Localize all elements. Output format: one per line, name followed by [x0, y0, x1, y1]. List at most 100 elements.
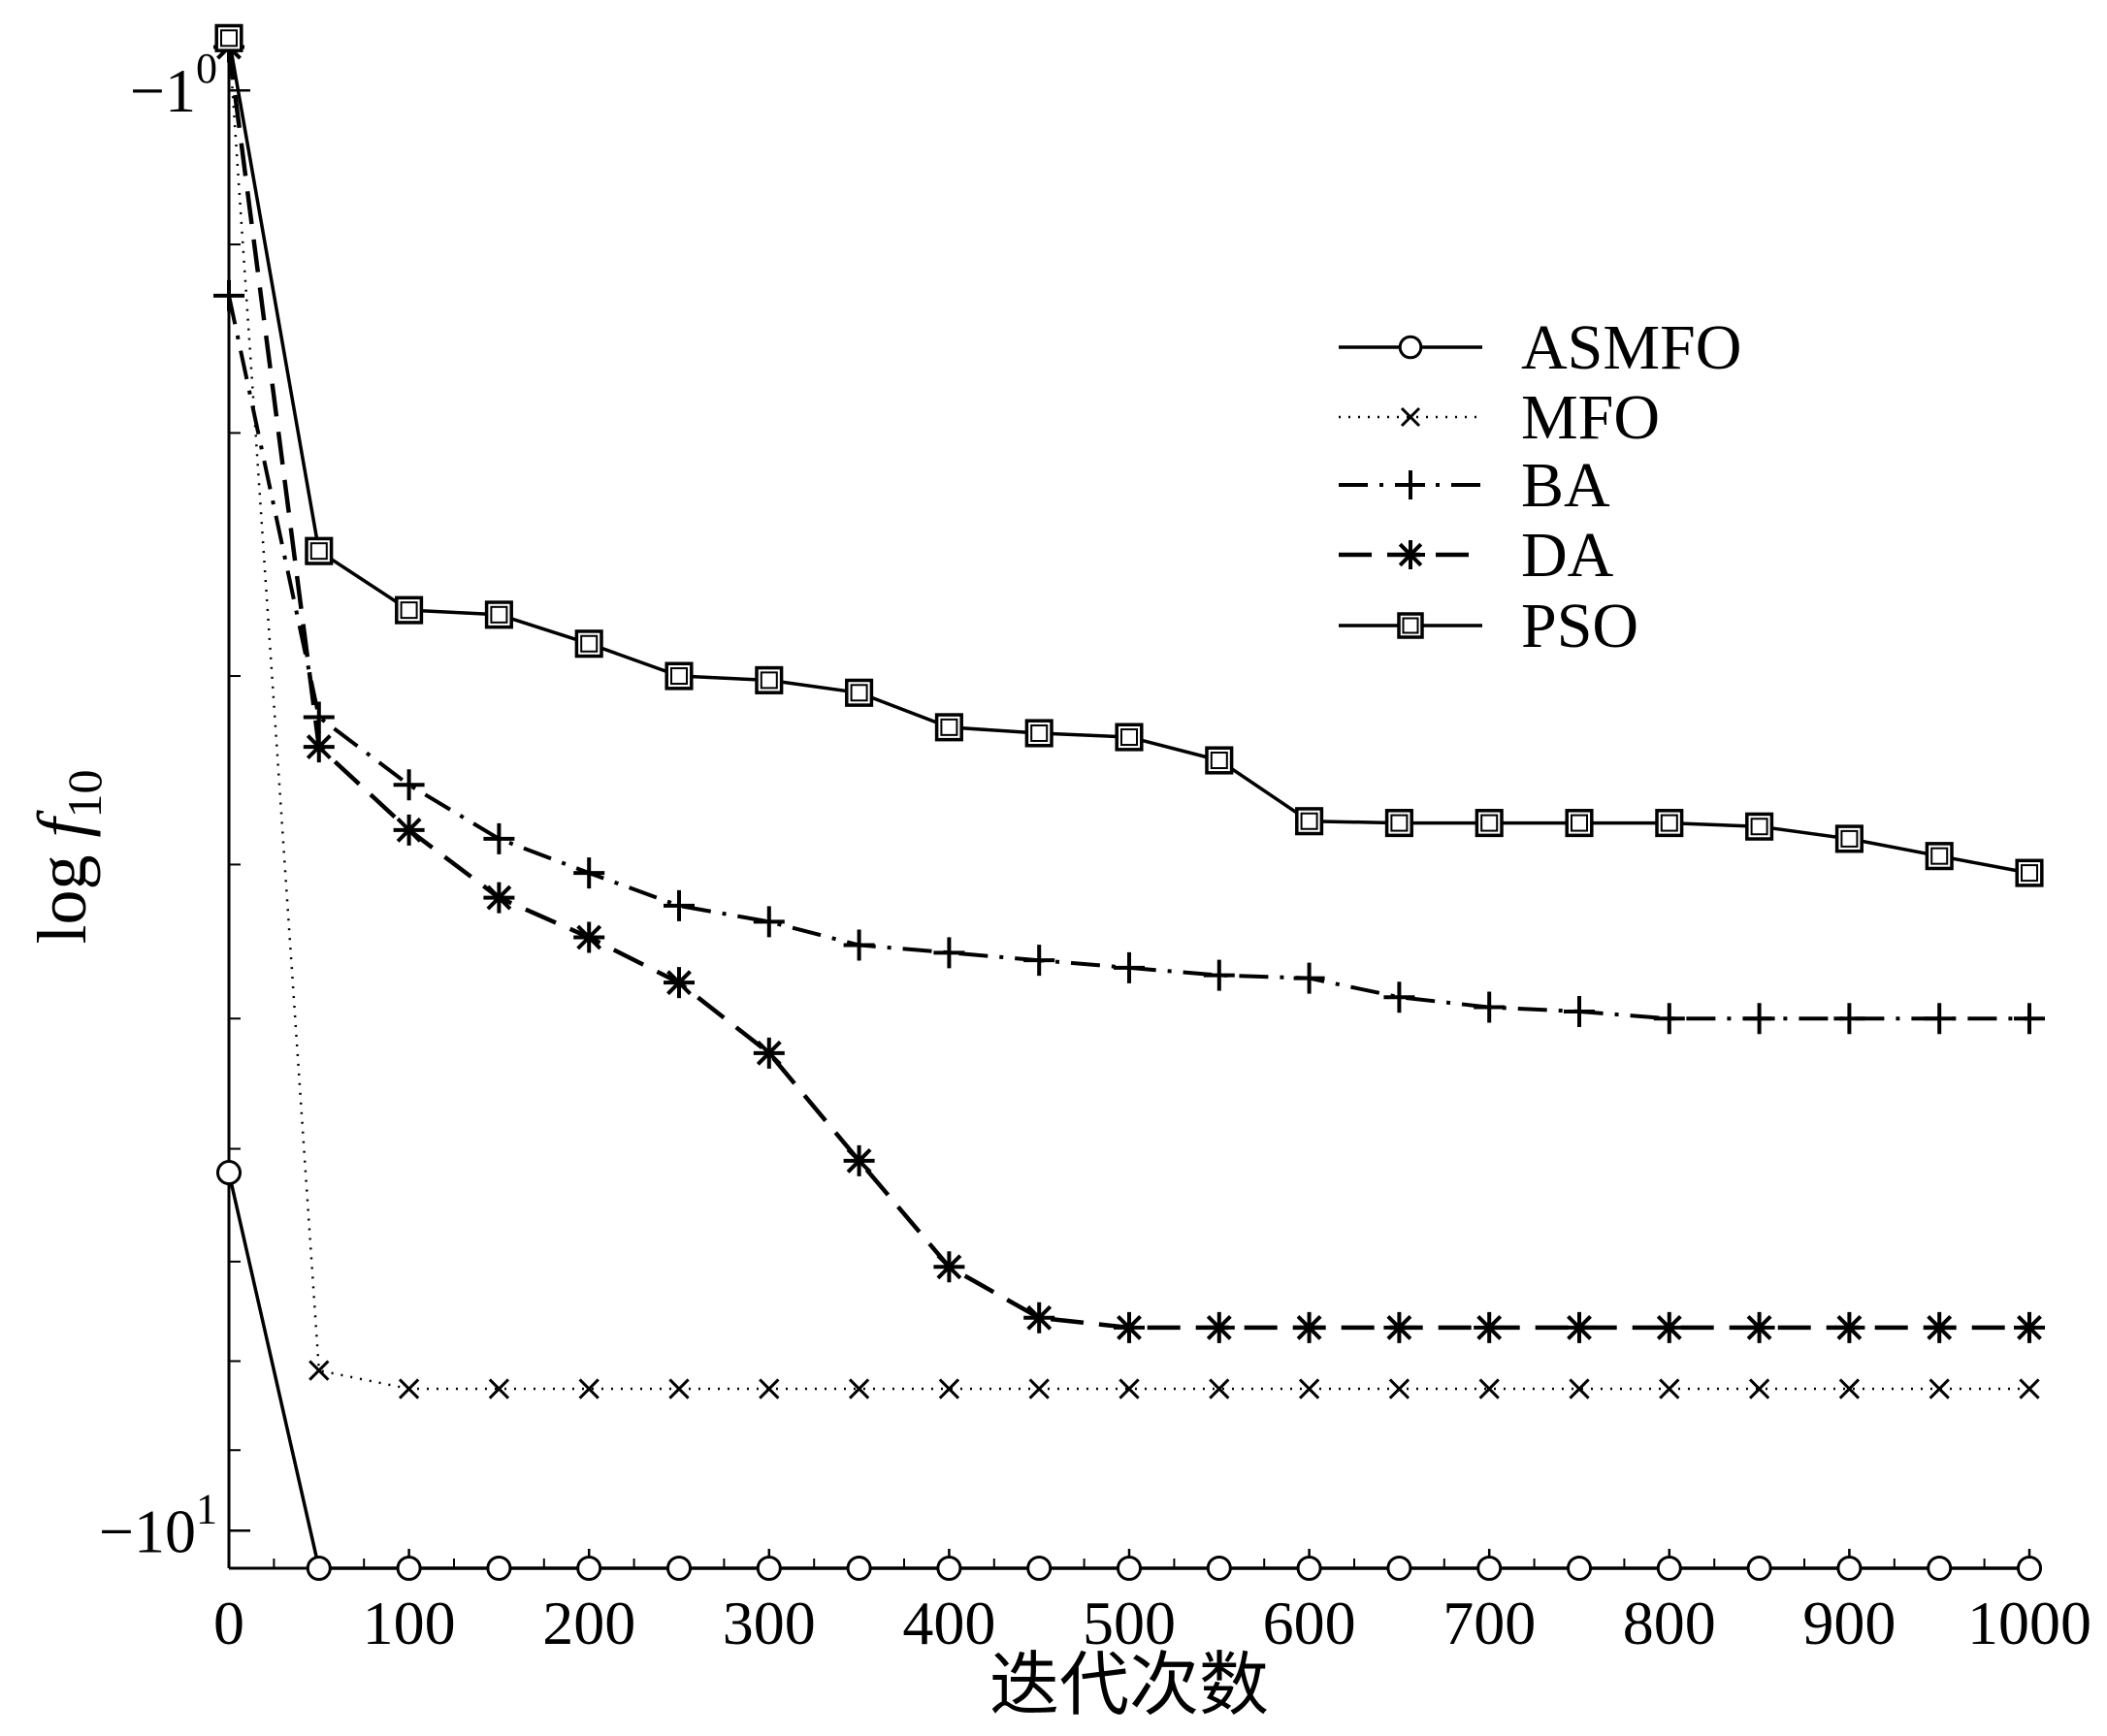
legend-item-pso: PSO — [1339, 591, 1638, 661]
data-point-ba — [664, 889, 695, 921]
data-point-ba — [1293, 962, 1325, 994]
data-point-asmfo — [1476, 1555, 1503, 1582]
data-point-mfo — [2019, 1378, 2040, 1399]
data-point-da — [1833, 1311, 1865, 1343]
data-point-mfo — [848, 1378, 870, 1399]
series-asmfo — [215, 1160, 2043, 1582]
series-line-asmfo — [227, 1172, 2029, 1570]
data-point-ba — [753, 906, 785, 938]
series-ba — [213, 279, 2045, 1035]
y-tick-label: −10 — [130, 45, 217, 125]
legend-label: PSO — [1521, 591, 1638, 661]
data-point-mfo — [398, 1378, 420, 1399]
data-point-ba — [1114, 951, 1145, 983]
data-point-ba — [1743, 1003, 1775, 1035]
series-line-da — [226, 47, 2029, 1331]
x-tick-label: 1000 — [1967, 1589, 2091, 1657]
legend-marker — [1398, 335, 1423, 360]
data-point-da — [1474, 1311, 1506, 1343]
series-da — [213, 31, 2045, 1343]
legend-label: ASMFO — [1521, 312, 1741, 383]
data-point-ba — [213, 279, 244, 311]
data-point-asmfo — [846, 1555, 872, 1582]
axis-labels: 迭代次数 log f10 — [23, 769, 1269, 1724]
data-point-mfo — [1388, 1378, 1410, 1399]
x-tick-label: 600 — [1263, 1589, 1356, 1657]
data-point-asmfo — [1386, 1555, 1412, 1582]
data-point-da — [393, 814, 425, 846]
x-tick-label: 700 — [1442, 1589, 1536, 1657]
data-point-mfo — [668, 1378, 690, 1399]
legend-marker — [1400, 406, 1421, 428]
data-point-da — [1653, 1311, 1685, 1343]
data-point-ba — [843, 929, 875, 961]
data-point-ba — [933, 937, 965, 969]
legend-label: MFO — [1521, 382, 1660, 453]
data-point-asmfo — [486, 1555, 512, 1582]
data-point-ba — [1564, 995, 1595, 1027]
data-point-asmfo — [1566, 1555, 1593, 1582]
data-point-mfo — [308, 1360, 330, 1381]
data-point-asmfo — [1836, 1555, 1863, 1582]
x-tick-label: 900 — [1802, 1589, 1896, 1657]
data-point-asmfo — [1927, 1555, 1953, 1582]
x-tick-label: 200 — [542, 1589, 635, 1657]
data-point-mfo — [1748, 1378, 1770, 1399]
data-point-da — [1564, 1311, 1595, 1343]
data-point-da — [664, 967, 695, 999]
data-point-ba — [483, 822, 515, 854]
data-point-da — [933, 1251, 965, 1283]
data-point-da — [753, 1037, 785, 1069]
data-point-da — [1924, 1311, 1956, 1343]
data-point-ba — [1383, 981, 1415, 1013]
data-point-mfo — [578, 1378, 600, 1399]
data-point-asmfo — [665, 1555, 693, 1582]
series-layer — [213, 23, 2045, 1582]
data-point-ba — [1924, 1003, 1956, 1035]
data-point-da — [1203, 1311, 1235, 1343]
x-tick-label: 500 — [1083, 1589, 1176, 1657]
data-point-da — [573, 921, 605, 953]
x-tick-label: 400 — [902, 1589, 995, 1657]
data-point-mfo — [488, 1378, 510, 1399]
series-pso — [214, 23, 2044, 887]
data-point-asmfo — [1206, 1555, 1232, 1582]
data-point-asmfo — [396, 1555, 422, 1582]
data-point-ba — [573, 857, 605, 889]
legend-item-mfo: MFO — [1339, 382, 1660, 453]
data-point-asmfo — [576, 1555, 602, 1582]
legend-label: BA — [1521, 450, 1610, 521]
data-point-mfo — [1298, 1378, 1320, 1399]
data-point-mfo — [759, 1378, 780, 1399]
data-point-da — [1383, 1311, 1415, 1343]
data-point-da — [483, 882, 515, 914]
legend-marker — [1396, 540, 1425, 569]
legend-item-ba: BA — [1339, 450, 1610, 521]
x-tick-label: 0 — [213, 1589, 244, 1657]
data-point-da — [2014, 1311, 2045, 1343]
legend-marker — [1396, 470, 1425, 499]
data-point-ba — [1653, 1003, 1685, 1035]
data-point-ba — [1023, 945, 1055, 977]
data-point-ba — [303, 701, 335, 733]
data-point-ba — [393, 769, 425, 801]
data-point-mfo — [1569, 1378, 1590, 1399]
data-point-mfo — [1838, 1378, 1861, 1399]
legend-item-da: DA — [1339, 520, 1614, 591]
data-point-ba — [1203, 959, 1235, 991]
y-axis-label: log f10 — [23, 769, 112, 944]
data-point-mfo — [1209, 1378, 1230, 1399]
legend-item-asmfo: ASMFO — [1339, 312, 1741, 383]
data-point-mfo — [1659, 1378, 1680, 1399]
data-point-ba — [2014, 1003, 2045, 1035]
x-tick-label: 100 — [363, 1589, 456, 1657]
data-point-asmfo — [215, 1160, 243, 1186]
data-point-da — [1743, 1311, 1775, 1343]
data-point-da — [1023, 1302, 1055, 1334]
x-axis-label: 迭代次数 — [989, 1647, 1269, 1724]
data-point-mfo — [1929, 1378, 1950, 1399]
data-point-asmfo — [756, 1555, 782, 1582]
data-point-ba — [1474, 991, 1506, 1023]
